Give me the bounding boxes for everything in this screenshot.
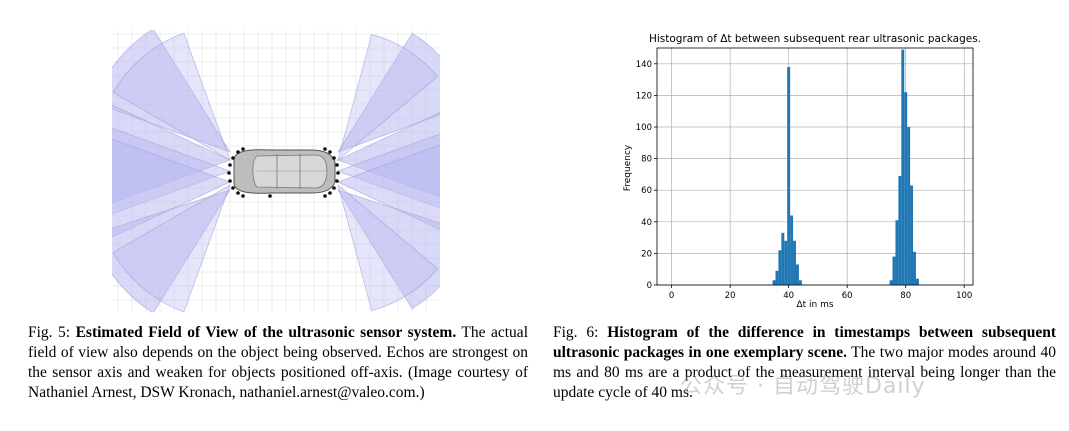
y-tick-label: 20 [641, 249, 652, 259]
histogram-bar [898, 175, 902, 285]
histogram-bar [784, 240, 788, 285]
plot-frame [656, 47, 974, 286]
histogram-bar [895, 220, 899, 285]
histogram-bar [901, 49, 905, 285]
sensor-dot [328, 150, 332, 154]
fov-sector [337, 33, 439, 162]
caption-6-prefix: Fig. 6: [553, 324, 608, 341]
x-tick-label: 80 [900, 291, 911, 301]
sensor-dot [332, 186, 336, 190]
sensor-dot [332, 156, 336, 160]
x-tick-label: 20 [725, 291, 736, 301]
histogram-bar [889, 280, 893, 285]
y-tick-label: 40 [641, 218, 652, 228]
histogram-bar [781, 232, 785, 285]
histogram-bar [913, 251, 916, 285]
x-axis-label: Δt in ms [796, 300, 833, 310]
histogram-bar [790, 215, 794, 285]
figure-5-caption: Fig. 5: Estimated Field of View of the u… [28, 323, 528, 403]
sensor-dot [228, 163, 232, 167]
sensor-dot [323, 194, 327, 198]
y-tick-label: 0 [647, 281, 652, 291]
histogram-bar [787, 66, 791, 286]
histogram-figure: Histogram of Δt between subsequent rear … [600, 28, 990, 320]
x-tick-label: 100 [956, 291, 972, 301]
caption-6-body: The two major modes around 40 ms and 80 … [553, 344, 1056, 401]
histogram-bar [915, 278, 919, 285]
chart-title: Histogram of Δt between subsequent rear … [649, 33, 981, 45]
y-tick-label: 60 [641, 186, 652, 196]
y-tick-label: 120 [636, 91, 652, 101]
chart-bars [772, 49, 919, 286]
watermark: 公众号 · 自动驾驶Daily [680, 374, 926, 399]
sensor-dot [241, 147, 245, 151]
histogram-bar [793, 240, 796, 285]
fov-diagram [74, 28, 494, 314]
caption-5-body: The actual field of view also depends on… [28, 324, 528, 401]
caption-5-prefix: Fig. 5: [28, 324, 76, 341]
sensor-dot [231, 156, 235, 160]
chart-grid [657, 48, 973, 286]
sensor-dot [231, 186, 235, 190]
sensor-dot [335, 163, 339, 167]
sensor-dot [227, 171, 231, 175]
y-ticks: 0 20 40 60 80 100 120 140 [636, 60, 657, 291]
y-tick-label: 100 [636, 123, 652, 133]
histogram-bar [907, 127, 911, 285]
sensor-dot [323, 147, 327, 151]
fov-sector [337, 183, 439, 312]
histogram-bar [775, 270, 779, 285]
figure-6-caption: Fig. 6: Histogram of the difference in t… [553, 323, 1056, 403]
caption-5-title: Estimated Field of View of the ultrasoni… [75, 324, 457, 341]
fov-sector [112, 184, 231, 313]
car-silhouette [233, 149, 336, 194]
sensor-dot [268, 194, 272, 198]
histogram-bar [778, 250, 782, 285]
caption-6-title: Histogram of the difference in timestamp… [553, 324, 1056, 361]
histogram-bar [892, 256, 896, 285]
histogram-bar [795, 264, 799, 285]
sensor-dot [228, 179, 232, 183]
sensor-dots [227, 147, 340, 198]
sensor-dot [236, 191, 240, 195]
histogram-bar [798, 280, 802, 285]
sensor-dot [328, 191, 332, 195]
sensor-dot [336, 171, 340, 175]
histogram-bar [910, 185, 914, 285]
histogram-bar [904, 92, 908, 286]
sensor-dot [236, 150, 240, 154]
fov-sector [112, 32, 231, 161]
sensor-dot [335, 179, 339, 183]
x-tick-label: 60 [842, 291, 853, 301]
x-tick-label: 0 [669, 291, 674, 301]
histogram-bar [772, 280, 776, 285]
y-tick-label: 140 [636, 60, 652, 70]
histogram-chart: Histogram of Δt between subsequent rear … [623, 33, 981, 310]
y-tick-label: 80 [641, 155, 652, 165]
sensor-dot [241, 194, 245, 198]
x-ticks: 0 20 40 60 80 100 [669, 285, 972, 301]
fov-figure [74, 28, 494, 314]
y-axis-label: Frequency [623, 144, 633, 191]
x-tick-label: 40 [783, 291, 794, 301]
